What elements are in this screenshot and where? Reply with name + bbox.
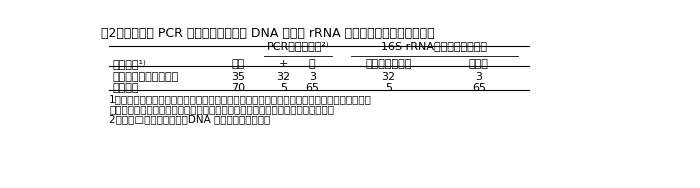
Text: 5: 5 [280, 83, 287, 93]
Text: 70: 70 [232, 83, 246, 93]
Text: アゾスピリラム様菌株: アゾスピリラム様菌株 [112, 72, 178, 82]
Text: その他: その他 [469, 59, 489, 69]
Text: 株数: 株数 [232, 59, 245, 69]
Text: PCRプライマー²⁾: PCRプライマー²⁾ [267, 41, 329, 51]
Text: 32: 32 [276, 72, 290, 82]
Text: +: + [279, 59, 288, 69]
Text: 未知菌株: 未知菌株 [112, 83, 139, 93]
Text: れた菌株。未知菌株は土壌や植物体から分離された選択培地に生育する菌株。: れた菌株。未知菌株は土壌や植物体から分離された選択培地に生育する菌株。 [109, 104, 334, 114]
Text: 2）＋と□は、それぞれ、DNA 増幅の有無を示す。: 2）＋と□は、それぞれ、DNA 増幅の有無を示す。 [109, 114, 270, 124]
Text: 5: 5 [385, 83, 392, 93]
Text: 35: 35 [232, 72, 246, 82]
Text: サンプル¹⁾: サンプル¹⁾ [112, 59, 146, 69]
Text: 65: 65 [472, 83, 486, 93]
Text: 3: 3 [309, 72, 316, 82]
Text: アゾスピリラム: アゾスピリラム [365, 59, 412, 69]
Text: 表2　属特異的 PCR プライマーによる DNA 増幅と rRNA 遺伝子配列解析の結果比較: 表2 属特異的 PCR プライマーによる DNA 増幅と rRNA 遺伝子配列解… [102, 27, 435, 40]
Text: 32: 32 [381, 72, 395, 82]
Text: 3: 3 [475, 72, 482, 82]
Text: 1）アゾスピリラム様菌は選択培地と菌特性評価による選抜を経て分離され、当該属と推察さ: 1）アゾスピリラム様菌は選択培地と菌特性評価による選抜を経て分離され、当該属と推… [109, 94, 372, 104]
Text: －: － [309, 59, 316, 69]
Text: 65: 65 [305, 83, 319, 93]
Text: 16S rRNA配列に基づく同定: 16S rRNA配列に基づく同定 [381, 41, 486, 51]
